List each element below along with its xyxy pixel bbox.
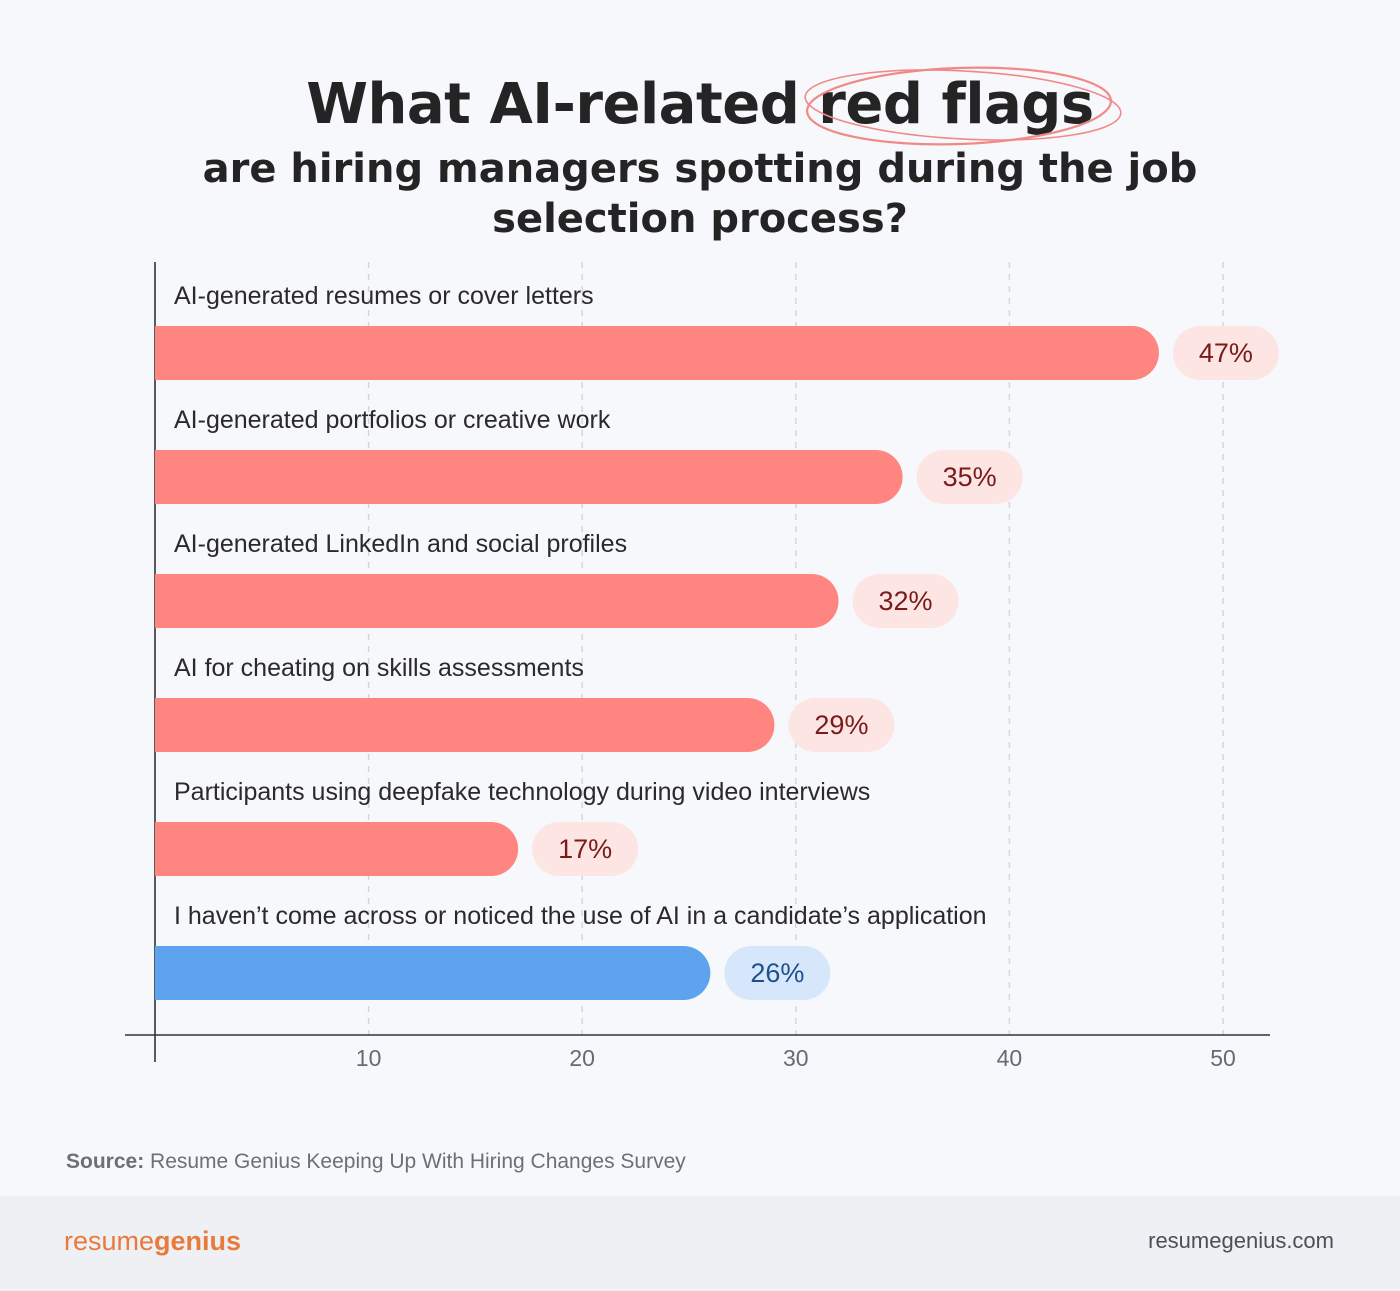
value-label: 29% xyxy=(814,710,868,740)
category-label: AI-generated LinkedIn and social profile… xyxy=(174,530,627,558)
source-note: Source: Resume Genius Keeping Up With Hi… xyxy=(66,1150,686,1174)
x-tick-label: 20 xyxy=(569,1045,595,1071)
x-tick-label: 50 xyxy=(1210,1045,1236,1071)
source-label: Source: xyxy=(66,1150,145,1173)
bar xyxy=(155,450,903,504)
category-label: AI for cheating on skills assessments xyxy=(174,654,584,682)
title-subtitle: are hiring managers spotting during the … xyxy=(202,146,1198,242)
category-label: I haven’t come across or noticed the use… xyxy=(174,902,987,930)
x-tick-label: 10 xyxy=(356,1045,382,1071)
brand-light: resume xyxy=(64,1226,155,1256)
source-text: Resume Genius Keeping Up With Hiring Cha… xyxy=(144,1150,686,1173)
title-highlight: red flags xyxy=(804,66,1122,146)
bar xyxy=(155,326,1159,380)
category-label: AI-generated resumes or cover letters xyxy=(174,282,594,310)
value-label: 32% xyxy=(878,586,932,616)
brand-bold: genius xyxy=(154,1226,242,1256)
bar xyxy=(155,822,519,876)
value-label-bg xyxy=(532,822,639,876)
value-label-bg xyxy=(724,946,831,1000)
x-tick-label: 30 xyxy=(783,1045,809,1071)
site-url[interactable]: resumegenius.com xyxy=(1148,1228,1334,1253)
bar xyxy=(155,574,839,628)
value-label: 17% xyxy=(558,834,612,864)
value-label-bg xyxy=(852,574,959,628)
value-label: 47% xyxy=(1199,338,1253,368)
chart-title: What AI-related red flags are hiring man… xyxy=(0,66,1400,244)
x-tick-label: 40 xyxy=(997,1045,1023,1071)
value-label-bg xyxy=(1172,326,1279,380)
value-label: 35% xyxy=(943,462,997,492)
title-prefix: What AI-related xyxy=(306,72,819,137)
title-main: What AI-related red flags xyxy=(306,66,1122,146)
value-label-bg xyxy=(788,698,895,752)
value-label: 26% xyxy=(750,958,804,988)
bar xyxy=(155,698,775,752)
value-label-bg xyxy=(916,450,1023,504)
category-label: AI-generated portfolios or creative work xyxy=(174,406,611,434)
bar xyxy=(155,946,711,1000)
category-label: Participants using deepfake technology d… xyxy=(174,778,870,806)
brand-logo[interactable]: resumegenius xyxy=(64,1226,241,1257)
footer: resumegenius resumegenius.com xyxy=(0,1196,1400,1291)
